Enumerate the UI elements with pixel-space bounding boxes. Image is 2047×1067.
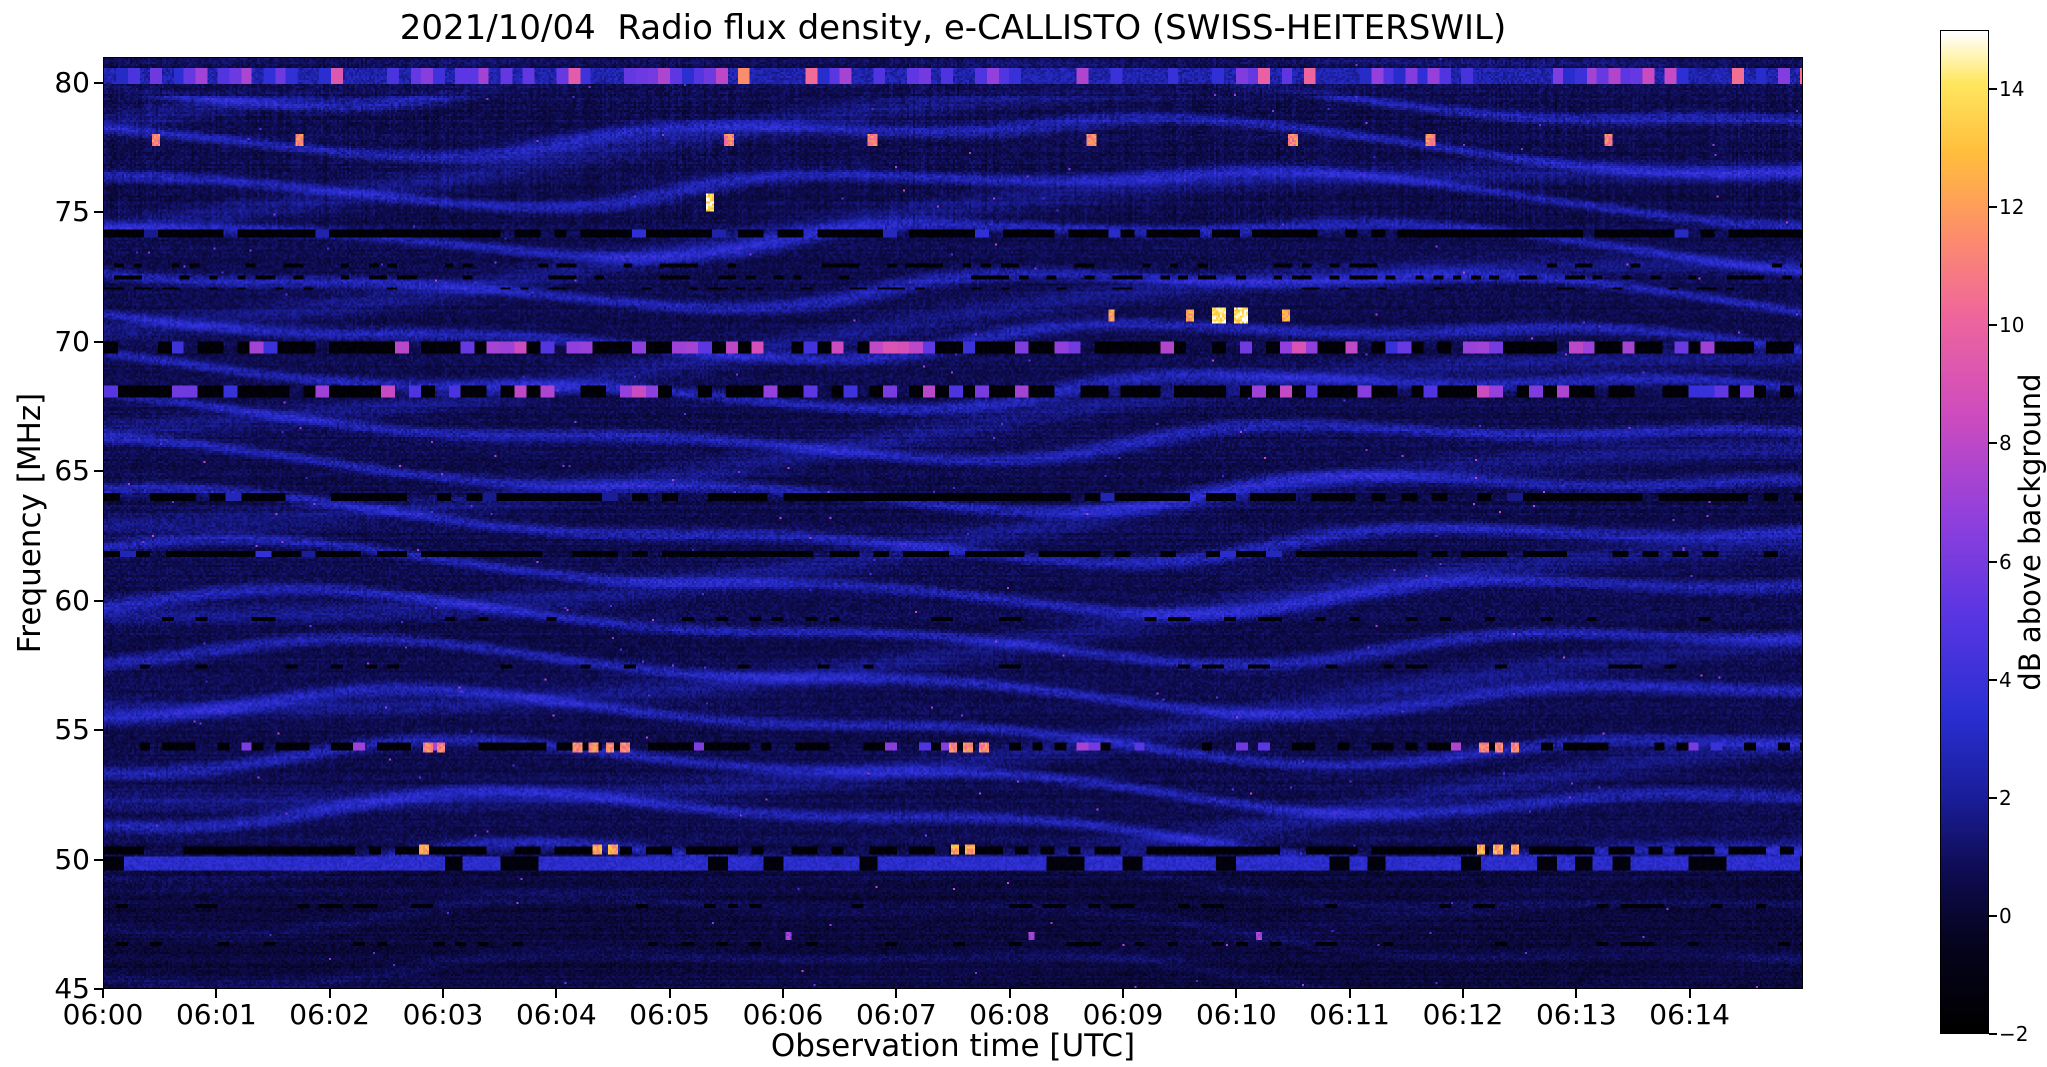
x-tick-label: 06:09: [1082, 998, 1164, 1031]
x-tick-label: 06:08: [969, 998, 1050, 1031]
x-tick-label: 06:01: [175, 998, 257, 1031]
x-tick-mark: [555, 989, 558, 998]
colorbar-tick-mark: [1989, 324, 1997, 327]
x-tick-label: 06:05: [629, 998, 710, 1031]
y-tick-label: 60: [54, 583, 90, 617]
colorbar-tick-label: 14: [1999, 77, 2025, 102]
x-tick-mark: [782, 989, 784, 998]
colorbar-tick-mark: [1989, 442, 1997, 445]
colorbar-tick-label: 6: [1999, 549, 2012, 574]
y-tick-label: 75: [54, 195, 90, 229]
colorbar-canvas: [1941, 31, 1988, 1033]
colorbar-tick-label: 12: [1999, 195, 2025, 220]
y-tick-mark: [94, 729, 103, 732]
colorbar-tick-label: 0: [1999, 903, 2012, 928]
x-tick-mark: [1688, 989, 1691, 998]
spectrogram-canvas: [104, 58, 1802, 988]
colorbar-tick-mark: [1989, 206, 1997, 209]
x-tick-mark: [895, 989, 898, 998]
colorbar-label: dB above background: [2013, 373, 2047, 691]
x-tick-mark: [102, 989, 104, 998]
x-tick-mark: [442, 989, 444, 998]
x-tick-mark: [215, 989, 218, 998]
colorbar-tick-label: 2: [1999, 785, 2012, 810]
colorbar-tick-mark: [1989, 560, 1997, 563]
x-tick-label: 06:12: [1422, 998, 1504, 1031]
y-tick-label: 55: [54, 713, 90, 747]
x-tick-label: 06:00: [62, 998, 144, 1031]
x-tick-label: 06:10: [1195, 998, 1277, 1031]
y-tick-mark: [94, 340, 103, 343]
colorbar-tick-mark: [1989, 88, 1997, 91]
colorbar-tick-label: −2: [1999, 1022, 2029, 1046]
x-tick-label: 06:03: [402, 998, 484, 1031]
x-tick-mark: [1462, 989, 1464, 998]
x-tick-mark: [328, 989, 331, 998]
x-tick-mark: [1008, 989, 1011, 998]
y-tick-mark: [94, 599, 103, 602]
plot-area: [103, 57, 1803, 989]
colorbar-tick-mark: [1989, 1033, 1997, 1035]
y-tick-label: 70: [54, 324, 90, 358]
colorbar-tick-label: 8: [1999, 431, 2012, 456]
y-tick-label: 65: [54, 454, 90, 488]
colorbar-tick-mark: [1989, 914, 1997, 917]
x-tick-mark: [668, 989, 671, 998]
y-tick-label: 50: [54, 842, 90, 876]
y-tick-label: 45: [54, 972, 90, 1005]
x-tick-mark: [1235, 989, 1238, 998]
chart-title: 2021/10/04 Radio flux density, e-CALLIST…: [399, 8, 1507, 48]
y-tick-mark: [94, 858, 103, 861]
x-tick-label: 06:02: [289, 998, 370, 1031]
y-tick-label: 80: [54, 65, 90, 99]
y-tick-mark: [94, 988, 103, 990]
y-tick-mark: [94, 81, 103, 84]
x-tick-mark: [1575, 989, 1578, 998]
y-axis-label: Frequency [MHz]: [12, 392, 48, 654]
colorbar: [1940, 30, 1989, 1034]
x-tick-label: 06:11: [1309, 998, 1390, 1031]
x-axis-label: Observation time [UTC]: [770, 1028, 1136, 1064]
x-tick-label: 06:14: [1649, 998, 1730, 1031]
y-tick-mark: [94, 470, 103, 473]
y-tick-mark: [94, 211, 103, 214]
colorbar-tick-mark: [1989, 678, 1997, 681]
x-tick-label: 06:07: [855, 998, 937, 1031]
x-tick-label: 06:04: [515, 998, 597, 1031]
colorbar-tick-mark: [1989, 796, 1997, 799]
x-tick-label: 06:06: [742, 998, 824, 1031]
x-tick-mark: [1348, 989, 1351, 998]
colorbar-tick-label: 4: [1999, 667, 2012, 692]
x-tick-mark: [1122, 989, 1124, 998]
x-tick-label: 06:13: [1535, 998, 1617, 1031]
colorbar-tick-label: 10: [1999, 313, 2025, 338]
